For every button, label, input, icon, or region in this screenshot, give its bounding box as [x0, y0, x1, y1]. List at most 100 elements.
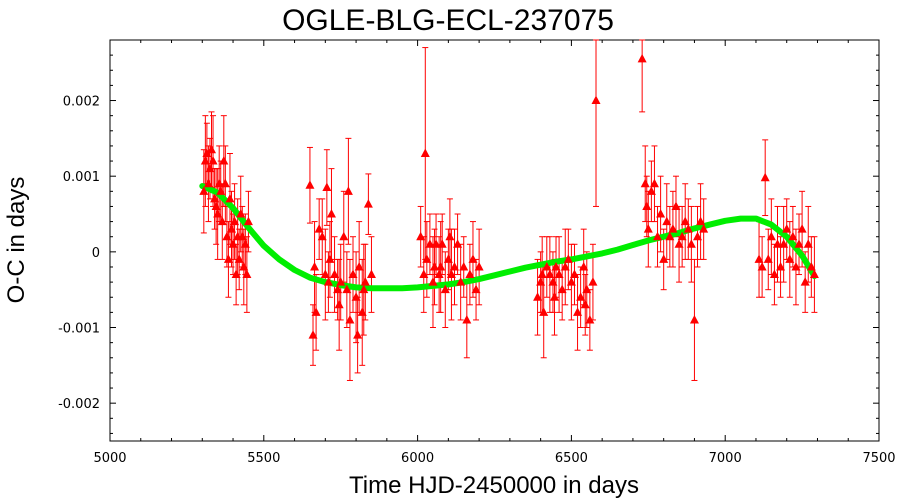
data-point — [573, 307, 583, 316]
x-tick-label: 5500 — [247, 451, 280, 466]
chart-title: OGLE-BLG-ECL-237075 — [282, 4, 614, 37]
data-point — [549, 292, 559, 301]
data-point — [788, 231, 798, 241]
data-point — [227, 224, 237, 233]
data-point — [554, 269, 564, 279]
data-point — [674, 239, 684, 248]
y-axis-label: O-C in days — [3, 177, 30, 304]
x-axis-label: Time HJD-2450000 in days — [349, 472, 639, 499]
data-point — [243, 216, 253, 226]
data-point — [649, 178, 659, 188]
data-point — [443, 254, 453, 263]
data-point — [208, 156, 218, 165]
data-point — [213, 209, 223, 218]
data-point — [336, 277, 346, 286]
data-point — [754, 254, 764, 263]
data-point — [434, 269, 444, 279]
data-point — [465, 269, 475, 279]
data-point — [239, 261, 249, 271]
data-point — [343, 186, 353, 195]
data-point — [693, 231, 703, 241]
data-point — [794, 239, 804, 248]
data-point — [542, 261, 552, 271]
error-bars — [200, 39, 818, 381]
data-point — [314, 224, 324, 233]
data-point — [791, 261, 801, 271]
data-point — [422, 254, 432, 263]
data-point — [214, 178, 224, 188]
data-point — [428, 277, 438, 286]
data-point — [430, 261, 440, 271]
data-point — [680, 216, 690, 226]
y-tick-label: 0 — [92, 246, 100, 261]
data-point — [696, 216, 706, 226]
data-point — [557, 284, 567, 294]
data-point — [211, 201, 221, 210]
data-point — [548, 277, 558, 286]
data-point — [234, 254, 244, 263]
data-point — [431, 239, 441, 248]
data-point — [471, 284, 481, 294]
data-point — [757, 261, 767, 271]
data-point — [200, 156, 210, 165]
data-point — [437, 239, 447, 248]
data-point — [305, 180, 315, 189]
data-point — [210, 193, 220, 203]
data-point — [453, 239, 463, 248]
data-point — [323, 277, 333, 286]
data-point — [342, 284, 352, 294]
x-tick-label: 7000 — [709, 451, 742, 466]
data-point — [450, 261, 460, 271]
data-point — [769, 269, 779, 279]
data-point — [806, 261, 816, 271]
data-points — [199, 53, 819, 339]
data-point — [456, 277, 466, 286]
data-point — [656, 209, 666, 218]
data-point — [205, 163, 215, 173]
data-point — [242, 269, 252, 279]
data-point — [366, 269, 376, 279]
data-point — [588, 277, 598, 286]
y-tick-label: -0.002 — [58, 397, 100, 412]
x-tick-label: 7500 — [862, 451, 895, 466]
plot-frame — [109, 39, 880, 442]
data-point — [662, 216, 672, 226]
data-point — [699, 224, 709, 233]
data-point — [330, 269, 340, 279]
data-point — [359, 284, 369, 294]
data-point — [354, 261, 364, 271]
data-point — [591, 95, 601, 105]
data-point — [220, 178, 230, 188]
data-point — [809, 269, 819, 279]
axis-tick-labels: 5000 5500 6000 6500 7000 7500 -0.002 -0.001 0 0.0… — [58, 95, 895, 466]
data-point — [459, 261, 469, 271]
data-point — [310, 261, 320, 271]
data-point — [582, 284, 592, 294]
data-point — [637, 53, 647, 63]
data-point — [551, 261, 561, 271]
data-point — [766, 231, 776, 241]
data-point — [474, 261, 484, 271]
data-point — [445, 231, 455, 241]
data-point — [203, 178, 213, 188]
data-point — [689, 314, 699, 324]
data-point — [219, 156, 229, 165]
data-point — [797, 224, 807, 233]
fit-curve — [199, 183, 818, 292]
data-point — [202, 148, 212, 157]
data-point — [225, 193, 235, 203]
y-tick-label: -0.001 — [58, 322, 100, 337]
data-point — [640, 178, 650, 188]
x-tick-label: 6000 — [401, 451, 434, 466]
data-point — [772, 239, 782, 248]
data-point — [345, 314, 355, 324]
data-point — [360, 277, 370, 286]
data-point — [782, 224, 792, 233]
data-point — [566, 277, 576, 286]
data-point — [207, 144, 217, 154]
data-point — [653, 231, 663, 241]
data-point — [240, 239, 250, 248]
data-point — [779, 239, 789, 248]
data-point — [585, 314, 595, 324]
data-point — [533, 292, 543, 301]
